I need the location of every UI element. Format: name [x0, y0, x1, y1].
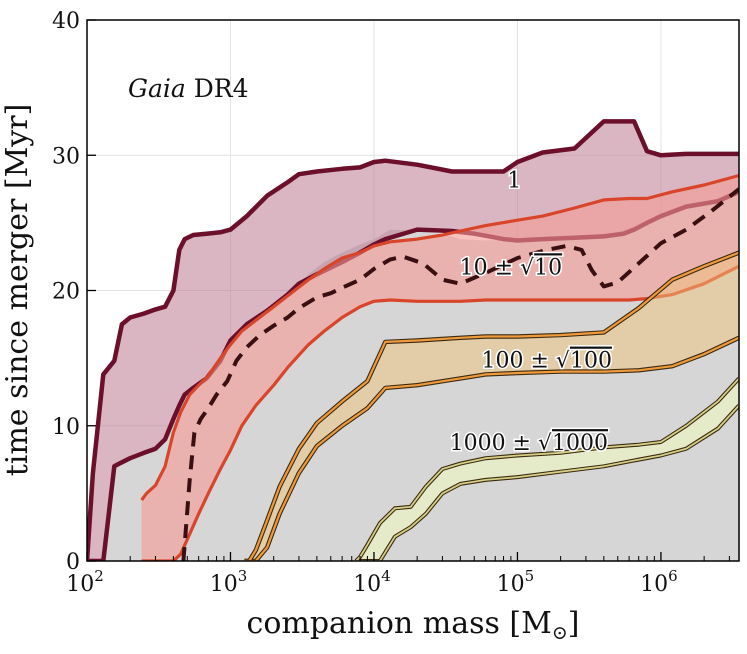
x-axis-label-close: ] [568, 606, 580, 641]
x-tick-exp: 5 [525, 567, 535, 585]
x-tick-base: 10 [210, 572, 238, 597]
annotation-italic: Gaia [128, 74, 186, 103]
x-axis-label: companion mass [M⊙] [247, 606, 580, 644]
band-upper-line [355, 377, 739, 561]
band-fill [356, 378, 739, 561]
curve-label-root: 100 [570, 349, 612, 374]
curve-label-2: 100 ± √100 [482, 349, 612, 374]
band-lower-line [356, 404, 739, 561]
x-tick-exp: 3 [238, 567, 248, 585]
annotation-gaia-dr4: Gaia DR4 [128, 74, 249, 103]
band-upper-line [244, 251, 739, 561]
x-tick-exp: 4 [381, 567, 391, 585]
y-tick-label: 40 [52, 9, 80, 34]
annotation-rest: DR4 [186, 74, 249, 103]
band-2 [244, 250, 739, 561]
band-3 [354, 377, 739, 561]
x-tick-label: 105 [497, 567, 535, 597]
x-tick-label: 104 [353, 567, 391, 597]
band-lower-line [141, 264, 739, 561]
x-tick-base: 10 [66, 572, 94, 597]
curve-label-1: 10 ± √10 [460, 255, 562, 280]
y-tick-label: 0 [66, 550, 80, 575]
curve-label-prefix: 100 ± [482, 349, 556, 374]
band-upper-line [140, 173, 739, 502]
curve-label-sqrt: √ [538, 431, 553, 456]
band-upper-line [87, 119, 739, 561]
curve-label-root: 10 [534, 255, 562, 280]
curve-label-0: 1 [507, 169, 521, 194]
curve-label-root: 1000 [552, 431, 608, 456]
x-tick-exp: 2 [94, 567, 104, 585]
x-tick-exp: 6 [668, 567, 678, 585]
x-tick-base: 10 [353, 572, 381, 597]
y-axis-label: time since merger [Myr] [0, 104, 35, 477]
curve-label-prefix: 10 ± [460, 255, 520, 280]
band-fill [244, 252, 739, 561]
curve-label-sqrt: √ [556, 349, 571, 374]
band-1 [140, 173, 739, 561]
curve-label-prefix: 1000 ± [450, 431, 538, 456]
y-tick-label: 20 [52, 280, 80, 305]
x-tick-base: 10 [640, 572, 668, 597]
x-tick-label: 103 [210, 567, 248, 597]
band-lower-line [244, 336, 739, 561]
plot-regions [87, 119, 739, 561]
curve-label-sqrt: √ [520, 255, 535, 280]
median-dashed-line [181, 187, 739, 561]
x-tick-base: 10 [497, 572, 525, 597]
y-tick-label: 30 [52, 144, 80, 169]
x-axis-label-main: companion mass [M [247, 606, 552, 641]
x-axis-label-sub: ⊙ [552, 622, 568, 644]
curve-label-3: 1000 ± √1000 [450, 431, 608, 456]
band-fill [141, 175, 739, 561]
y-tick-label: 10 [52, 415, 80, 440]
x-tick-label: 102 [66, 567, 104, 597]
x-tick-label: 106 [640, 567, 678, 597]
